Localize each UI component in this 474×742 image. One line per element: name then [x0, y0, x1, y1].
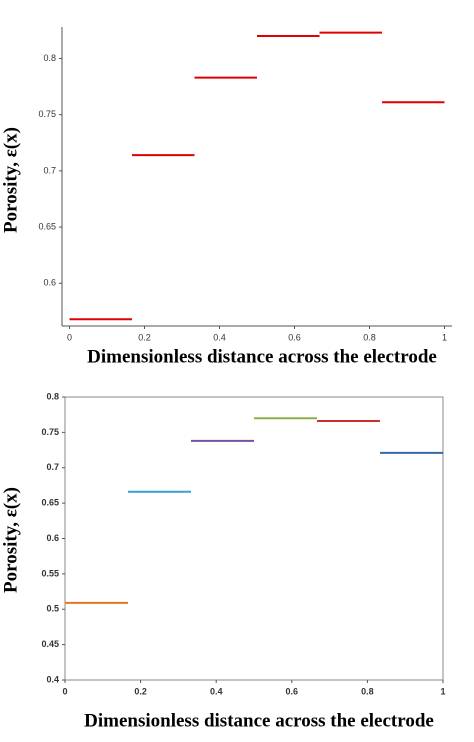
y-tick-label: 0.55	[41, 568, 59, 578]
y-tick-label: 0.8	[43, 53, 56, 63]
x-tick-label: 1	[440, 686, 445, 696]
x-tick-label: 0.8	[361, 686, 374, 696]
y-tick-label: 0.8	[46, 391, 59, 401]
y-tick-label: 0.65	[41, 498, 59, 508]
y-tick-label: 0.6	[46, 533, 59, 543]
y-axis-label: Porosity, ε(x)	[0, 127, 21, 233]
y-tick-label: 0.75	[41, 427, 59, 437]
y-tick-label: 0.6	[43, 278, 56, 288]
x-tick-label: 0.2	[138, 332, 151, 342]
x-tick-label: 0.8	[363, 332, 376, 342]
x-tick-label: 0.4	[210, 686, 223, 696]
x-tick-label: 1	[442, 332, 447, 342]
x-tick-label: 0.6	[288, 332, 301, 342]
y-axis-label: Porosity, ε(x)	[0, 487, 21, 593]
y-tick-label: 0.7	[43, 165, 56, 175]
y-tick-label: 0.4	[46, 674, 59, 684]
x-tick-label: 0	[67, 332, 72, 342]
x-tick-label: 0.6	[286, 686, 299, 696]
x-tick-label: 0.4	[213, 332, 226, 342]
x-axis-label: Dimensionless distance across the electr…	[84, 710, 434, 731]
x-axis-label: Dimensionless distance across the electr…	[87, 346, 437, 367]
y-tick-label: 0.5	[46, 604, 59, 614]
x-tick-label: 0.2	[134, 686, 147, 696]
y-tick-label: 0.75	[38, 109, 56, 119]
y-tick-label: 0.7	[46, 462, 59, 472]
y-tick-label: 0.65	[38, 221, 56, 231]
y-tick-label: 0.45	[41, 639, 59, 649]
x-tick-label: 0	[62, 686, 67, 696]
plot-frame	[64, 396, 444, 681]
